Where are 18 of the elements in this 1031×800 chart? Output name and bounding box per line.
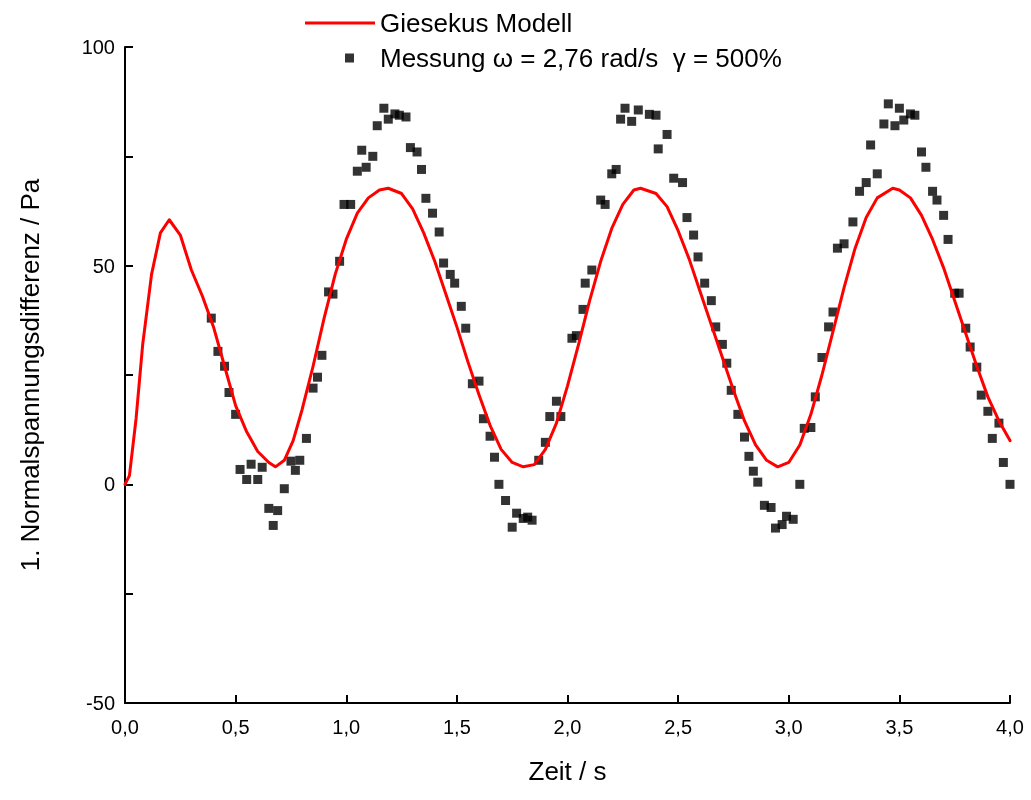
- x-tick-label: 4,0: [996, 716, 1024, 738]
- x-tick-label: 1,5: [442, 716, 471, 738]
- x-tick-label: 0,5: [221, 716, 250, 738]
- y-tick-label: 50: [92, 254, 115, 277]
- x-tick-label: 2,0: [553, 716, 582, 738]
- x-axis-title: Zeit / s: [528, 756, 607, 786]
- line-series: [123, 186, 1012, 486]
- x-tick-label: 2,5: [664, 716, 693, 738]
- x-tick-label: 3,0: [774, 716, 803, 738]
- legend-label: Giesekus Modell: [380, 8, 573, 38]
- y-tick-label: -50: [86, 692, 115, 714]
- legend-label: Messung ω = 2,76 rad/s γ = 500%: [380, 43, 782, 73]
- y-axis-title: 1. Normalspannungsdifferenz / Pa: [15, 178, 45, 572]
- y-tick-label: 100: [81, 36, 115, 58]
- x-tick-label: 0,0: [111, 716, 139, 738]
- x-tick-label: 1,0: [332, 716, 361, 738]
- y-tick-label: 0: [103, 473, 115, 496]
- x-tick-label: 3,5: [885, 716, 914, 738]
